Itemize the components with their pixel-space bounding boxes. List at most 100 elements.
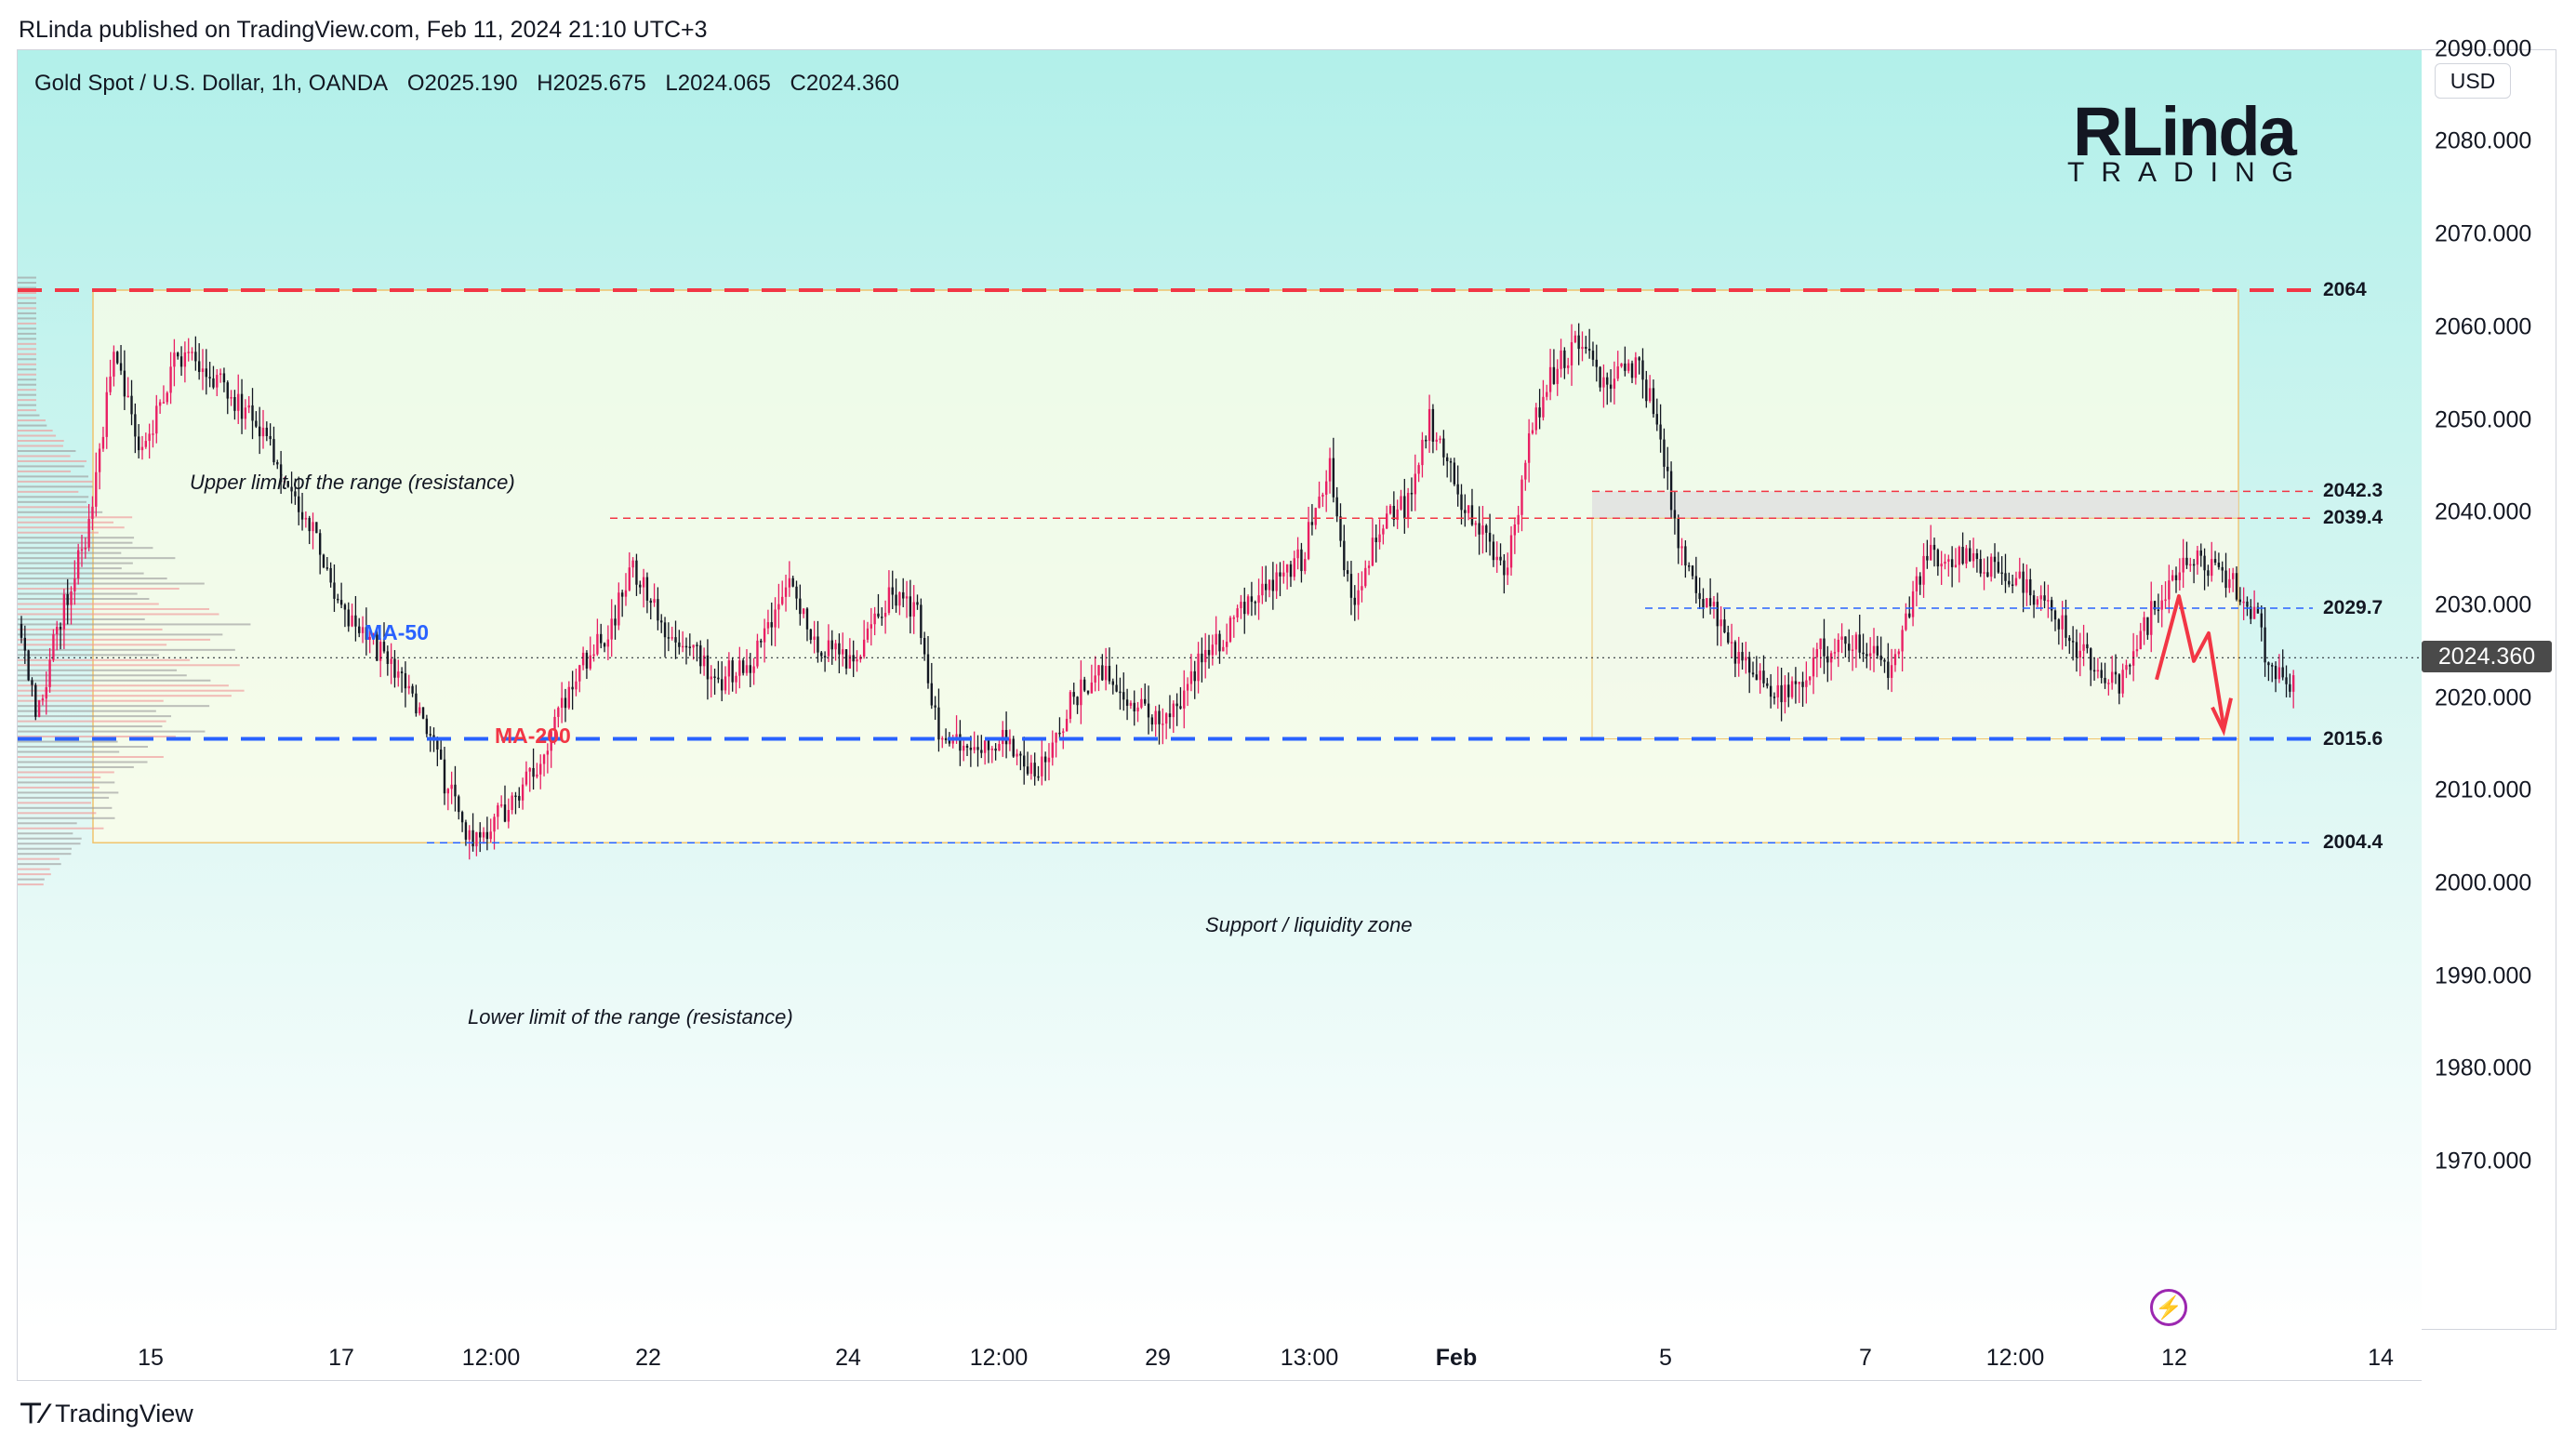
candle-body bbox=[1766, 683, 1769, 686]
candle-body bbox=[1464, 510, 1467, 513]
candle-body bbox=[1016, 753, 1018, 757]
time-axis[interactable] bbox=[17, 1330, 2422, 1381]
candle-body bbox=[1158, 710, 1161, 724]
candle-body bbox=[358, 626, 361, 633]
candle-body bbox=[1033, 763, 1036, 777]
candle-body bbox=[2114, 671, 2118, 675]
time-tick: 7 bbox=[1859, 1345, 1872, 1371]
candle-body bbox=[137, 436, 140, 451]
candle-body bbox=[660, 620, 663, 623]
candle-body bbox=[2192, 564, 2196, 566]
lightning-icon[interactable]: ⚡ bbox=[2150, 1289, 2187, 1326]
candle-body bbox=[1567, 365, 1570, 368]
candle-body bbox=[482, 831, 485, 838]
price-tick: 2060.000 bbox=[2435, 313, 2532, 340]
volume-profile-bar bbox=[18, 873, 51, 876]
candle-body bbox=[1058, 732, 1061, 735]
candle-body bbox=[1503, 560, 1506, 576]
currency-button[interactable]: USD bbox=[2435, 63, 2511, 99]
candle-body bbox=[361, 627, 365, 633]
candle-body bbox=[1815, 649, 1819, 657]
candle-body bbox=[959, 734, 962, 751]
candle-body bbox=[1599, 366, 1601, 388]
candle-body bbox=[1840, 636, 1843, 640]
candle-body bbox=[1517, 514, 1520, 524]
candle-body bbox=[276, 462, 279, 465]
candle-body bbox=[1798, 682, 1800, 684]
candle-body bbox=[283, 481, 286, 483]
candle-body bbox=[1591, 351, 1595, 360]
volume-profile-bar bbox=[18, 440, 64, 443]
volume-profile-bar bbox=[18, 705, 210, 708]
candle-body bbox=[56, 626, 59, 635]
volume-profile-bar bbox=[18, 286, 36, 289]
candle-body bbox=[1240, 602, 1242, 609]
candle-body bbox=[603, 643, 606, 647]
candle-body bbox=[1663, 439, 1666, 467]
candle-body bbox=[183, 352, 187, 367]
volume-profile-bar bbox=[18, 455, 71, 458]
candle-body bbox=[2107, 683, 2110, 684]
candle-body bbox=[1908, 613, 1911, 617]
volume-profile-bar bbox=[18, 664, 240, 667]
volume-profile-bar bbox=[18, 699, 164, 702]
time-tick: 12:00 bbox=[969, 1345, 1029, 1371]
candle-body bbox=[2057, 619, 2061, 630]
candle-body bbox=[2213, 559, 2217, 563]
candle-body bbox=[1716, 602, 1719, 627]
tradingview-footer[interactable]: ⊤⁄ TradingView bbox=[19, 1398, 193, 1430]
candle-body bbox=[2086, 644, 2089, 649]
candle-body bbox=[2150, 601, 2153, 635]
candle-body bbox=[1854, 634, 1858, 650]
candle-body bbox=[2110, 671, 2114, 684]
candle-body bbox=[1388, 506, 1392, 514]
candle-body bbox=[1997, 562, 2000, 573]
candle-body bbox=[1759, 670, 1761, 681]
time-tick: 15 bbox=[138, 1345, 164, 1371]
candle-body bbox=[1723, 619, 1726, 633]
volume-profile-bar bbox=[18, 776, 101, 778]
candle-body bbox=[653, 599, 656, 604]
price-chart[interactable] bbox=[18, 50, 2423, 1331]
candle-body bbox=[191, 352, 193, 353]
candle-body bbox=[2146, 617, 2149, 635]
volume-profile-bar bbox=[18, 588, 179, 591]
candle-body bbox=[1403, 496, 1406, 519]
candle-body bbox=[37, 700, 41, 717]
candle-body bbox=[2285, 677, 2288, 684]
candle-body bbox=[912, 602, 915, 617]
volume-profile-bar bbox=[18, 679, 211, 682]
chart-pane[interactable]: Gold Spot / U.S. Dollar, 1h, OANDA O2025… bbox=[17, 49, 2423, 1331]
candle-body bbox=[2281, 667, 2284, 678]
candle-body bbox=[738, 660, 741, 676]
candle-body bbox=[1495, 556, 1498, 561]
candle-body bbox=[1446, 457, 1449, 461]
candle-body bbox=[1492, 541, 1495, 561]
candle-body bbox=[446, 789, 450, 794]
volume-profile-bar bbox=[18, 449, 76, 452]
candle-body bbox=[1374, 538, 1377, 543]
candle-body bbox=[2246, 601, 2249, 607]
candle-body bbox=[169, 366, 172, 393]
candle-body bbox=[2196, 550, 2199, 565]
time-tick: 14 bbox=[2368, 1345, 2394, 1371]
candle-body bbox=[197, 361, 201, 372]
candle-body bbox=[827, 640, 830, 657]
candle-body bbox=[134, 414, 137, 437]
candle-body bbox=[2004, 573, 2007, 581]
volume-profile-bar bbox=[18, 674, 187, 677]
candle-body bbox=[113, 352, 115, 377]
candle-body bbox=[596, 633, 599, 655]
symbol-legend: Gold Spot / U.S. Dollar, 1h, OANDA O2025… bbox=[34, 71, 912, 97]
volume-profile-bar bbox=[18, 537, 135, 539]
candle-body bbox=[407, 685, 410, 689]
volume-profile-bar bbox=[18, 470, 72, 472]
volume-profile-bar bbox=[18, 746, 149, 749]
price-axis[interactable]: 2110.0002100.0002090.0002080.0002070.000… bbox=[2422, 35, 2556, 1330]
candle-body bbox=[1538, 407, 1541, 418]
volume-profile-bar bbox=[18, 516, 133, 519]
candle-body bbox=[870, 624, 872, 629]
candle-body bbox=[891, 587, 894, 595]
candle-body bbox=[376, 634, 378, 661]
volume-profile-bar bbox=[18, 531, 99, 534]
